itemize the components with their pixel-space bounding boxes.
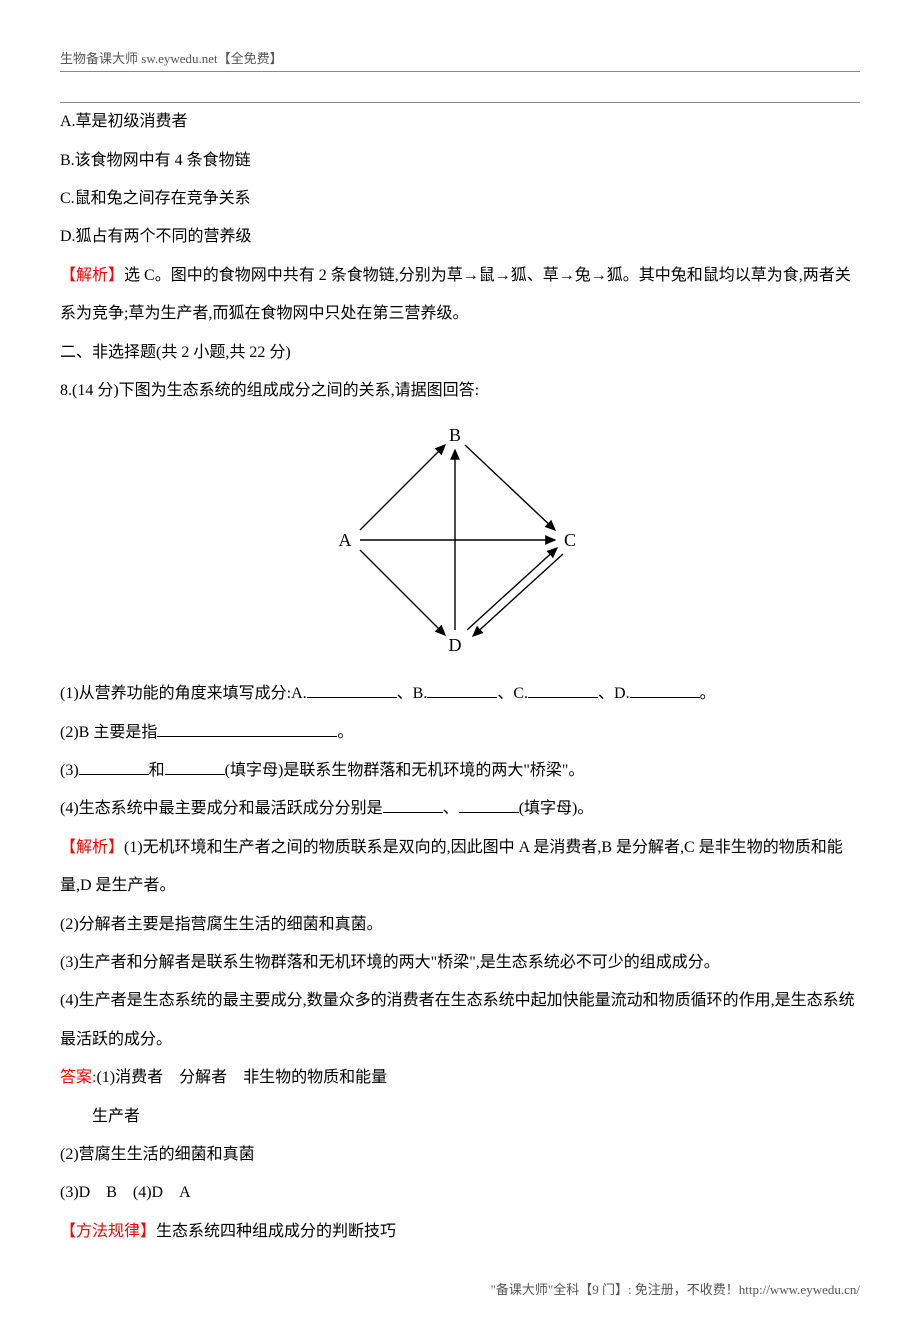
answer-8-l2: (2)营腐生生活的细菌和真菌 [60,1136,860,1174]
svg-text:B: B [449,425,461,445]
analysis-8-p3: (3)生产者和分解者是联系生物群落和无机环境的两大"桥梁",是生态系统必不可少的… [60,944,860,982]
blank [383,797,443,813]
svg-text:A: A [339,530,352,550]
answer-8-l1: 答案:(1)消费者 分解者 非生物的物质和能量 [60,1059,860,1097]
q8-stem: 8.(14 分)下图为生态系统的组成成分之间的关系,请据图回答: [60,372,860,410]
ecosystem-diagram: A B C D [60,420,860,669]
answer-8-l1b: 生产者 [60,1098,860,1136]
q8-sub1-end: 。 [700,685,716,702]
blank [528,682,598,698]
q8-sub2: (2)B 主要是指 。 [60,714,860,752]
section-2-title: 二、非选择题(共 2 小题,共 22 分) [60,334,860,372]
option-a: A.草是初级消费者 [60,103,860,141]
q8-sub4-mid: 、 [443,800,459,817]
answer-8-t1: (1)消费者 分解者 非生物的物质和能量 [96,1069,387,1086]
blank [630,682,700,698]
q8-sub3-mid: 和 [149,762,165,779]
blank [157,721,337,737]
q8-sub1-d: 、D. [598,685,630,702]
analysis-label: 【解析】 [60,267,124,284]
analysis-7-text: 选 C。图中的食物网中共有 2 条食物链,分别为草→鼠→狐、草→兔→狐。其中兔和… [60,267,851,322]
svg-text:D: D [449,635,462,655]
blank [165,759,225,775]
q8-sub1-c: 、C. [497,685,528,702]
analysis-8-t1: (1)无机环境和生产者之间的物质联系是双向的,因此图中 A 是消费者,B 是分解… [60,839,843,894]
method-rule: 【方法规律】生态系统四种组成成分的判断技巧 [60,1213,860,1251]
method-label: 【方法规律】 [60,1223,156,1240]
header-text: 生物备课大师 sw.eywedu.net【全免费】 [60,51,283,66]
blank [459,797,519,813]
q8-sub1: (1)从营养功能的角度来填写成分:A. 、B. 、C. 、D. 。 [60,675,860,713]
svg-text:C: C [564,530,576,550]
q8-sub3-pre: (3) [60,762,79,779]
analysis-8-p1: 【解析】(1)无机环境和生产者之间的物质联系是双向的,因此图中 A 是消费者,B… [60,829,860,906]
option-c: C.鼠和兔之间存在竞争关系 [60,180,860,218]
q8-sub1-b: 、B. [397,685,428,702]
option-b: B.该食物网中有 4 条食物链 [60,142,860,180]
q8-sub3-post: (填字母)是联系生物群落和无机环境的两大"桥梁"。 [225,762,585,779]
blank [307,682,397,698]
q8-sub1-pre: (1)从营养功能的角度来填写成分:A. [60,685,307,702]
q8-sub4-pre: (4)生态系统中最主要成分和最活跃成分分别是 [60,800,383,817]
method-text: 生态系统四种组成成分的判断技巧 [156,1223,396,1240]
blank [427,682,497,698]
blank [79,759,149,775]
q8-sub2-end: 。 [337,724,353,741]
page-footer: "备课大师"全科【9 门】: 免注册，不收费！http://www.eywedu… [60,1281,860,1299]
analysis-7: 【解析】选 C。图中的食物网中共有 2 条食物链,分别为草→鼠→狐、草→兔→狐。… [60,257,860,334]
footer-text: "备课大师"全科【9 门】: 免注册，不收费！http://www.eywedu… [491,1282,860,1297]
q8-sub4: (4)生态系统中最主要成分和最活跃成分分别是 、 (填字母)。 [60,790,860,828]
q8-sub4-post: (填字母)。 [519,800,594,817]
q8-sub2-pre: (2)B 主要是指 [60,724,157,741]
answer-label: 答案: [60,1069,96,1086]
option-d: D.狐占有两个不同的营养级 [60,218,860,256]
answer-8-l3: (3)D B (4)D A [60,1174,860,1212]
analysis-8-p4: (4)生产者是生态系统的最主要成分,数量众多的消费者在生态系统中起加快能量流动和… [60,982,860,1059]
analysis-label: 【解析】 [60,839,124,856]
page-header: 生物备课大师 sw.eywedu.net【全免费】 [60,50,860,72]
q8-sub3: (3) 和 (填字母)是联系生物群落和无机环境的两大"桥梁"。 [60,752,860,790]
analysis-8-p2: (2)分解者主要是指营腐生生活的细菌和真菌。 [60,906,860,944]
